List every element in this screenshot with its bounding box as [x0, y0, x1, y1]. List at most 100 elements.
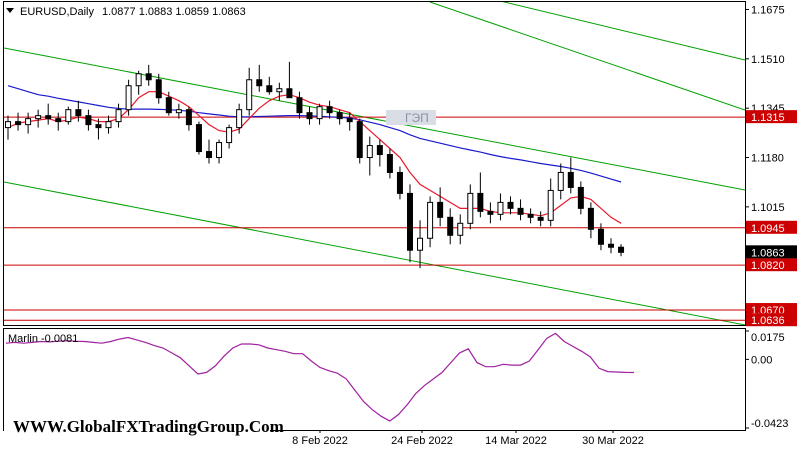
candle-body — [326, 106, 333, 114]
channel-line-upper-1 — [502, 2, 745, 61]
candle-body — [55, 118, 62, 123]
candle-body — [467, 192, 474, 224]
candle-body — [507, 201, 514, 209]
candle-body — [145, 73, 152, 81]
candle-body — [296, 97, 303, 114]
indicator-plot — [5, 332, 635, 422]
candle-body — [417, 237, 424, 251]
level-price-tag: 1.0820 — [751, 260, 785, 272]
main-chart-frame — [3, 1, 746, 326]
candle-body — [407, 192, 413, 251]
level-price-tag: 1.0636 — [751, 315, 785, 327]
candle-body — [517, 207, 524, 215]
candle-body — [105, 121, 112, 129]
candle-body — [115, 109, 122, 123]
candle-body — [266, 85, 273, 93]
candle-body — [376, 145, 383, 156]
candle-body — [195, 124, 202, 153]
triangle-down-icon[interactable] — [6, 8, 14, 13]
current-price-tag-bg — [746, 245, 797, 259]
candle-body — [396, 171, 403, 194]
candle-body — [175, 109, 182, 114]
time-axis: 8 Feb 2022 24 Feb 2022 14 Mar 2022 30 Mar 2… — [292, 430, 644, 447]
candle-body — [537, 216, 544, 221]
candle-body — [155, 79, 162, 99]
watermark-text: WWW.GlobalFXTradingGroup.Com — [13, 417, 284, 436]
candle-body — [226, 127, 233, 144]
candle-body — [5, 121, 11, 129]
candle-body — [216, 142, 223, 159]
candle-body — [45, 115, 52, 120]
level-price-tag: 1.0945 — [751, 223, 785, 235]
time-tick-label: 14 Mar 2022 — [485, 435, 547, 447]
candle-body — [497, 201, 504, 215]
candle-body — [356, 121, 363, 159]
watermark-box — [4, 408, 270, 444]
price-tick-label: 1.1510 — [751, 54, 785, 66]
level-price-tag-bg — [746, 313, 797, 327]
indicator-tick-label: 0.0175 — [751, 332, 785, 344]
ohlc-label: 1.0877 1.0883 1.0859 1.0863 — [102, 6, 246, 18]
candle-body — [527, 213, 534, 218]
price-tick-label: 1.1180 — [751, 153, 784, 165]
level-price-tag: 1.1315 — [751, 112, 785, 124]
candle-body — [618, 246, 625, 253]
channel-line-middle — [4, 47, 745, 191]
indicator-tick-label: -0.0423 — [751, 418, 788, 430]
candle-body — [276, 88, 283, 93]
indicator-tick-label: 0.00 — [751, 354, 772, 366]
price-tick-label: 1.1675 — [751, 4, 785, 16]
candle-body — [125, 85, 132, 111]
candle-body — [256, 79, 263, 87]
candle-body — [306, 112, 313, 120]
candle-body — [587, 207, 594, 230]
indicator-label: Marlin -0.0081 — [8, 333, 78, 345]
level-price-tag-bg — [746, 258, 797, 272]
candle-body — [477, 192, 484, 212]
candle-body — [547, 189, 554, 221]
candle-body — [35, 115, 42, 120]
candle-body — [246, 79, 253, 111]
candle-body — [85, 115, 92, 126]
candle-body — [608, 243, 614, 248]
candle-body — [487, 210, 494, 215]
level-price-tag-bg — [746, 303, 797, 317]
indicator-axis: 0.0175 0.00 -0.0423 — [745, 330, 788, 430]
candle-body — [597, 228, 604, 245]
candle-body — [165, 97, 172, 114]
current-price-tag: 1.0863 — [751, 247, 785, 259]
chart-header: EURUSD,Daily 1.0877 1.0883 1.0859 1.0863 — [6, 6, 246, 18]
candle-body — [236, 109, 243, 129]
time-tick-label: 8 Feb 2022 — [292, 435, 348, 447]
candle-body — [366, 145, 373, 159]
time-tick-label: 30 Mar 2022 — [582, 435, 644, 447]
candle-body — [386, 154, 393, 173]
ma-slow-line — [7, 85, 622, 183]
candle-body — [557, 171, 564, 191]
marlin-line — [5, 332, 635, 422]
candle-body — [567, 171, 574, 188]
gap-annotation-box — [386, 110, 436, 125]
candle-body — [447, 216, 454, 236]
time-tick-label: 24 Feb 2022 — [391, 435, 453, 447]
candle-body — [457, 222, 464, 236]
channel-line-upper-2 — [429, 2, 745, 111]
candle-body — [437, 201, 444, 218]
candle-body — [25, 118, 32, 126]
candle-body — [95, 124, 102, 129]
candle-body — [286, 88, 293, 99]
main-plot: ГЭП — [4, 2, 745, 325]
level-price-tag-bg — [746, 110, 797, 124]
horizontal-levels — [4, 116, 745, 321]
candle-body — [135, 73, 142, 87]
candle-body — [336, 112, 343, 120]
indicator-frame — [3, 328, 746, 431]
candle-body — [206, 151, 212, 159]
gap-annotation: ГЭП — [405, 111, 429, 125]
candle-body — [15, 121, 22, 126]
candle-body — [316, 106, 323, 120]
candles — [5, 61, 625, 269]
